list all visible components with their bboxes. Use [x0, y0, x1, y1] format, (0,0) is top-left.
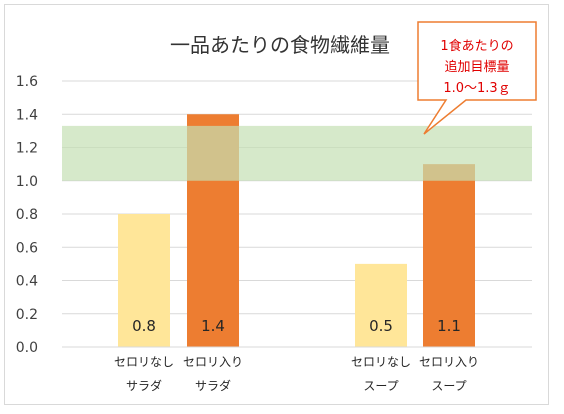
y-tick-label: 0.0	[16, 340, 38, 356]
data-label: 0.8	[132, 317, 156, 335]
y-tick-label: 1.0	[16, 174, 38, 190]
x-tick-label-line-1: セロリ入り	[419, 355, 479, 369]
callout-line-2: 追加目標量	[444, 59, 509, 75]
y-tick-label: 1.2	[16, 141, 38, 157]
target-band-rect	[62, 125, 532, 181]
x-tick-label-line-2: スープ	[363, 379, 398, 393]
target-band	[62, 125, 532, 181]
x-tick-label-line-2: サラダ	[195, 378, 231, 393]
bar	[355, 263, 407, 347]
callout-line-1: 1食あたりの	[440, 38, 513, 54]
x-tick-label-line-2: スープ	[431, 379, 466, 393]
value-labels: 0.8 1.4 0.5 1.1	[132, 317, 461, 335]
callout-line-3: 1.0〜1.3ｇ	[443, 81, 510, 96]
x-tick-label-line-2: サラダ	[126, 378, 162, 393]
y-tick-label: 1.6	[16, 74, 38, 90]
y-tick-label: 0.8	[16, 207, 38, 223]
y-axis-ticks: 0.0 0.2 0.4 0.6 0.8 1.0 1.2 1.4 1.6	[16, 74, 38, 356]
x-tick-label-line-1: セロリ入り	[183, 355, 243, 369]
callout: 1食あたりの 追加目標量 1.0〜1.3ｇ	[417, 21, 537, 135]
y-tick-label: 0.6	[16, 240, 38, 256]
callout-box	[417, 21, 537, 135]
bar	[423, 164, 475, 347]
x-tick-label-line-1: セロリなし	[351, 355, 411, 369]
data-label: 1.1	[437, 317, 461, 335]
bar	[118, 214, 170, 347]
data-label: 0.5	[369, 317, 393, 335]
chart-title: 一品あたりの食物繊維量	[170, 33, 390, 57]
y-tick-label: 1.4	[16, 107, 38, 123]
x-tick-label-line-1: セロリなし	[114, 355, 174, 369]
data-label: 1.4	[201, 317, 225, 335]
y-tick-label: 0.4	[16, 274, 38, 290]
y-tick-label: 0.2	[16, 307, 38, 323]
